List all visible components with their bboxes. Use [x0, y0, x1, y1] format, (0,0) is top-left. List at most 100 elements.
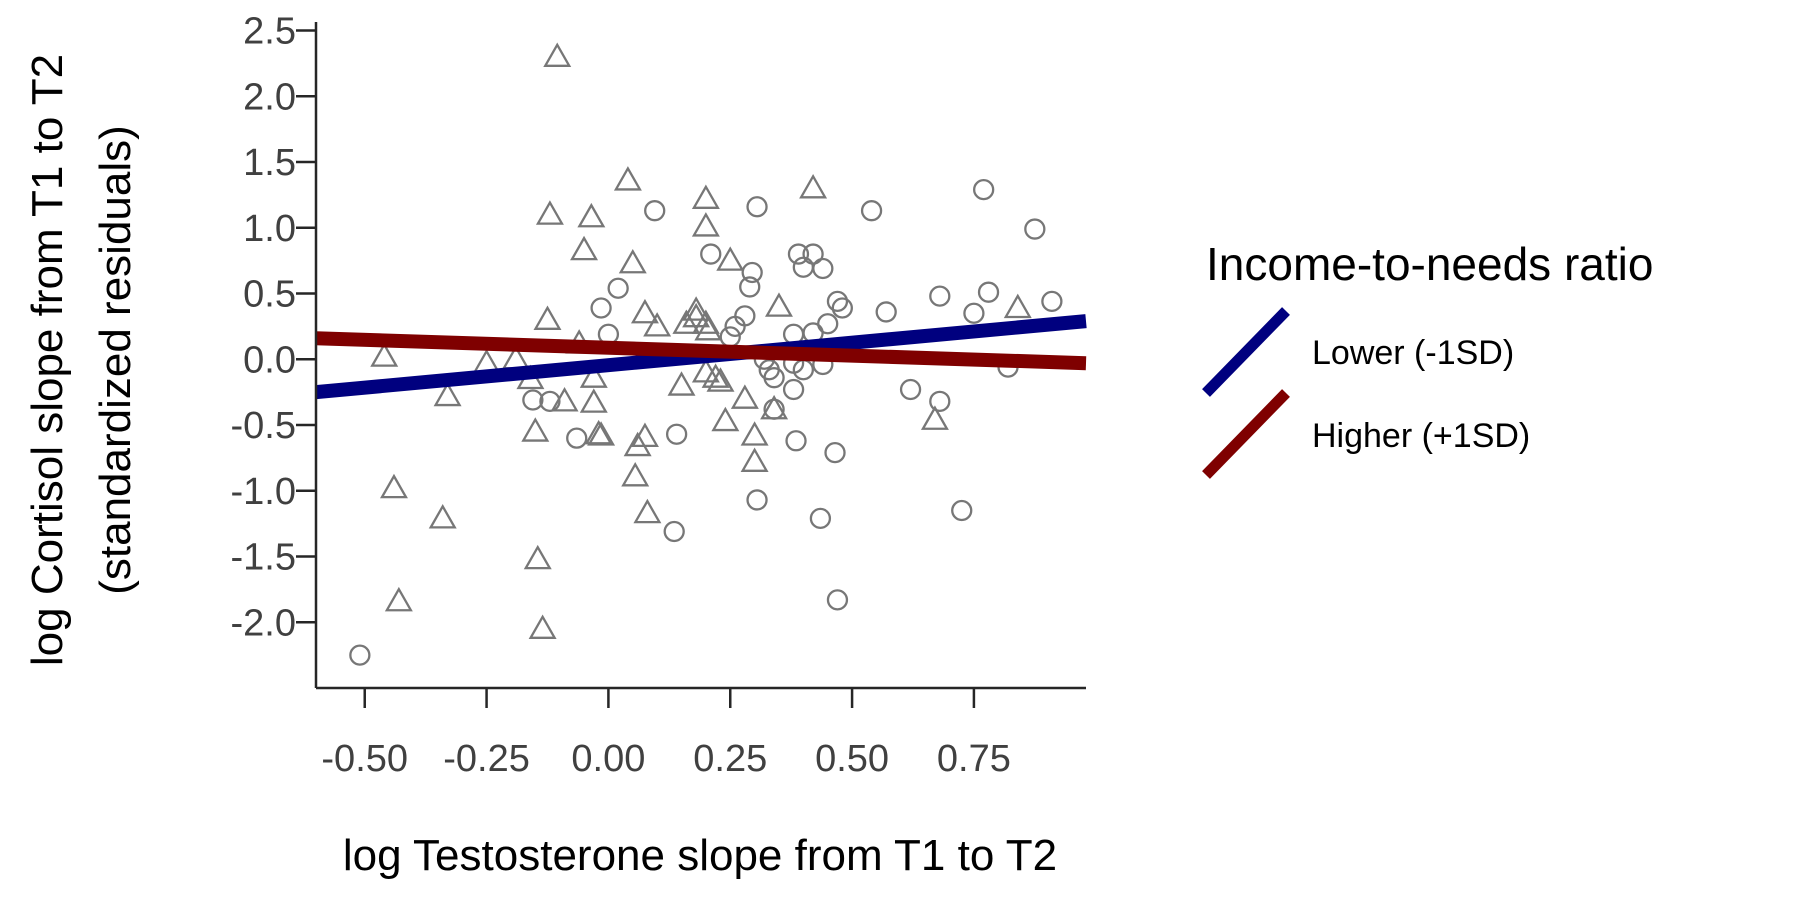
- y-tick-label: -1.0: [231, 471, 296, 513]
- circle-point: [812, 257, 834, 280]
- triangle-point: [379, 473, 408, 499]
- circle-point: [899, 378, 922, 401]
- circle-point: [724, 315, 746, 338]
- triangle-point: [579, 388, 608, 413]
- circle-point: [746, 196, 768, 218]
- triangle-point: [630, 422, 659, 447]
- triangle-point: [535, 200, 564, 225]
- triangle-point: [584, 419, 613, 445]
- triangle-point: [682, 296, 711, 321]
- triangle-point: [643, 312, 672, 337]
- circle-point: [824, 441, 846, 464]
- triangle-point: [691, 212, 720, 237]
- triangle-point: [618, 248, 647, 274]
- circle-point: [860, 200, 883, 222]
- circle-point: [746, 489, 768, 511]
- triangle-point: [730, 384, 759, 409]
- triangle-point: [428, 504, 457, 529]
- y-axis-title-line2: (standardized residuals): [91, 125, 140, 595]
- triangle-point: [621, 461, 650, 487]
- circle-point: [763, 398, 785, 420]
- triangle-point: [716, 246, 745, 271]
- fit-line-higher: [315, 331, 1087, 371]
- circle-point: [665, 423, 688, 445]
- legend-swatch-lower: [1202, 307, 1290, 397]
- x-tick-label: 0.25: [693, 738, 767, 780]
- circle-point: [739, 276, 761, 298]
- legend-label-higher: Higher (+1SD): [1312, 417, 1530, 455]
- triangle-point: [577, 202, 606, 228]
- x-tick-label: 0.50: [815, 738, 889, 780]
- triangle-point: [587, 421, 616, 446]
- circle-point: [929, 285, 951, 307]
- y-tick-label: -0.5: [231, 405, 296, 447]
- triangle-point: [523, 544, 552, 570]
- circle-point: [719, 326, 741, 348]
- circle-point: [566, 427, 588, 449]
- y-tick-label: -2.0: [231, 602, 296, 644]
- circle-point: [785, 430, 807, 452]
- legend: Income-to-needs ratio Lower (-1SD) Highe…: [1202, 238, 1653, 479]
- triangle-point: [920, 405, 949, 430]
- y-tick-label: 1.0: [243, 208, 296, 250]
- circle-point: [977, 281, 1000, 303]
- y-tick-label: 0.5: [243, 274, 296, 316]
- triangle-point: [1003, 293, 1032, 319]
- triangle-point: [701, 363, 730, 388]
- circle-point: [522, 389, 544, 411]
- legend-title: Income-to-needs ratio: [1206, 238, 1653, 290]
- y-tick-label: -1.5: [231, 537, 296, 579]
- triangle-point: [521, 417, 550, 442]
- circle-point: [700, 243, 722, 265]
- circle-point: [951, 499, 973, 522]
- circle-point: [763, 367, 785, 389]
- triangle-point: [711, 406, 740, 432]
- triangle-point: [667, 371, 696, 396]
- circle-point: [831, 297, 853, 319]
- x-tick-label: -0.50: [321, 738, 408, 780]
- circle-point: [539, 390, 561, 412]
- circle-point: [929, 390, 951, 412]
- circle-point: [787, 243, 810, 265]
- triangle-point: [764, 292, 793, 317]
- triangle-point: [433, 381, 462, 407]
- triangle-point: [570, 235, 599, 261]
- circle-point: [644, 200, 666, 222]
- triangle-point: [633, 498, 662, 524]
- circle-point: [826, 589, 849, 611]
- x-tick-label: 0.00: [571, 738, 645, 780]
- axes-layer: -2.0 -1.5 -1.0 -0.5 0.0 0.5 1.0 1.5 2.0 2.5 -0.50-…: [231, 11, 1086, 780]
- circle-point: [607, 277, 629, 299]
- triangle-point: [691, 184, 720, 209]
- y-tick-label: 0.0: [243, 339, 296, 381]
- triangle-point: [528, 614, 557, 639]
- y-tick-label: 1.5: [243, 142, 296, 184]
- x-axis-title: log Testosterone slope from T1 to T2: [343, 831, 1057, 880]
- circle-point: [973, 178, 995, 201]
- triangle-point: [613, 166, 642, 191]
- triangle-point: [682, 302, 711, 328]
- y-axis-title-line1: log Cortisol slope from T1 to T2: [23, 54, 72, 666]
- legend-label-lower: Lower (-1SD): [1312, 334, 1514, 372]
- x-tick-label: 0.75: [937, 738, 1011, 780]
- circle-point: [1041, 290, 1063, 313]
- triangle-point: [579, 363, 608, 388]
- circle-point: [875, 301, 897, 323]
- triangle-point: [740, 447, 769, 472]
- circle-point: [826, 290, 849, 313]
- scatter-points-layer: [349, 42, 1063, 666]
- legend-swatch-higher: [1202, 389, 1290, 479]
- circle-point: [349, 644, 371, 666]
- circle-point: [792, 256, 814, 278]
- triangle-point: [672, 309, 701, 334]
- y-tick-label: 2.5: [243, 11, 296, 53]
- circle-point: [590, 297, 612, 319]
- circle-point: [1024, 218, 1046, 240]
- triangle-point: [384, 586, 413, 612]
- fit-lines-layer: [315, 314, 1087, 400]
- triangle-point: [740, 421, 769, 446]
- circle-point: [741, 261, 763, 284]
- triangle-point: [630, 298, 659, 324]
